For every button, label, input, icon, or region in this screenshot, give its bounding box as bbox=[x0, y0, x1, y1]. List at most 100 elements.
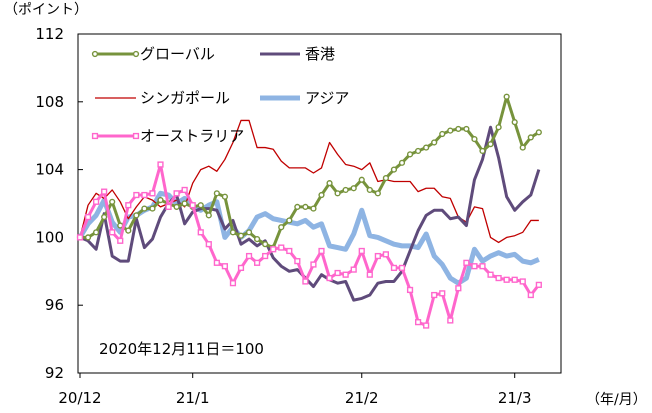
data-point bbox=[398, 264, 406, 272]
data-point bbox=[189, 202, 196, 209]
data-point bbox=[262, 241, 269, 248]
data-point bbox=[92, 198, 100, 205]
data-point bbox=[310, 205, 317, 212]
y-unit-label: （ポイント） bbox=[4, 2, 88, 18]
data-point bbox=[326, 180, 333, 187]
data-point bbox=[262, 252, 269, 260]
legend-marker bbox=[132, 50, 140, 58]
data-point bbox=[76, 234, 84, 241]
data-point bbox=[286, 247, 293, 255]
series-1 bbox=[76, 93, 542, 251]
data-point bbox=[423, 144, 430, 151]
series-line bbox=[77, 190, 540, 286]
data-point bbox=[390, 166, 398, 173]
data-point bbox=[350, 185, 357, 192]
data-point bbox=[382, 174, 390, 182]
data-point bbox=[92, 229, 100, 236]
data-point bbox=[431, 139, 438, 146]
data-point bbox=[278, 244, 285, 251]
data-point bbox=[455, 125, 462, 133]
data-point bbox=[423, 322, 430, 329]
y-tick-label: 96 bbox=[45, 296, 64, 314]
data-point bbox=[101, 213, 108, 221]
legend-item-1: グローバル bbox=[91, 45, 215, 63]
data-point bbox=[181, 186, 188, 194]
x-axis: 20/12 21/1 21/2 21/3 bbox=[58, 373, 532, 407]
data-point bbox=[527, 134, 534, 141]
data-point bbox=[318, 191, 325, 199]
data-point bbox=[141, 205, 148, 212]
data-point bbox=[237, 264, 245, 272]
legend-label: 香港 bbox=[305, 45, 335, 63]
data-point bbox=[109, 229, 116, 236]
data-point bbox=[535, 129, 542, 136]
data-point bbox=[84, 213, 92, 221]
data-point bbox=[302, 278, 309, 285]
data-point bbox=[439, 290, 446, 297]
data-point bbox=[495, 274, 502, 282]
legend-label: グローバル bbox=[140, 45, 215, 63]
data-point bbox=[398, 159, 406, 166]
data-point bbox=[479, 147, 486, 155]
data-point bbox=[197, 229, 204, 236]
data-point bbox=[205, 212, 212, 219]
data-point bbox=[253, 259, 261, 266]
data-point bbox=[527, 291, 534, 299]
data-point bbox=[133, 212, 140, 219]
data-point bbox=[374, 190, 381, 197]
data-point bbox=[318, 247, 325, 255]
series-4 bbox=[77, 190, 540, 286]
legend-item-2: 香港 bbox=[260, 45, 335, 63]
legend-item-4: アジア bbox=[260, 89, 349, 107]
data-point bbox=[109, 198, 116, 205]
data-point bbox=[254, 235, 261, 243]
data-point bbox=[245, 252, 253, 260]
data-point bbox=[503, 93, 510, 100]
series-line bbox=[78, 163, 541, 328]
series-2 bbox=[79, 125, 541, 302]
data-point bbox=[463, 259, 470, 266]
data-point bbox=[415, 319, 422, 326]
plot-area bbox=[77, 33, 562, 374]
data-point bbox=[471, 135, 478, 143]
data-point bbox=[221, 263, 229, 270]
data-point bbox=[229, 280, 237, 287]
data-point bbox=[431, 291, 438, 299]
data-point bbox=[270, 246, 277, 253]
data-point bbox=[535, 281, 542, 288]
data-point bbox=[165, 203, 172, 210]
legend-label: オーストラリア bbox=[140, 127, 244, 145]
y-tick-label: 108 bbox=[35, 93, 64, 111]
data-point bbox=[213, 259, 220, 266]
data-point bbox=[237, 232, 245, 239]
data-point bbox=[205, 241, 212, 248]
legend-marker bbox=[132, 132, 140, 140]
data-point bbox=[519, 278, 526, 285]
data-point bbox=[415, 147, 422, 155]
data-point bbox=[84, 234, 92, 241]
series-layer bbox=[76, 93, 542, 329]
data-point bbox=[141, 191, 148, 199]
base-date-annotation: 2020年12月11日＝100 bbox=[99, 340, 264, 358]
data-point bbox=[294, 203, 301, 210]
series-line bbox=[79, 125, 541, 302]
data-point bbox=[495, 124, 502, 131]
data-point bbox=[342, 186, 349, 194]
data-point bbox=[511, 119, 518, 126]
data-point bbox=[181, 200, 188, 207]
data-point bbox=[294, 258, 301, 265]
x-tick-label: 20/12 bbox=[58, 389, 101, 407]
data-point bbox=[366, 271, 373, 278]
x-tick-label: 21/2 bbox=[345, 389, 379, 407]
legend-item-3: シンガポール bbox=[95, 89, 230, 107]
data-point bbox=[173, 203, 180, 210]
y-axis: 112 108 104 100 96 92 bbox=[35, 25, 83, 382]
data-point bbox=[479, 263, 486, 270]
legend-marker bbox=[91, 132, 99, 140]
data-point bbox=[447, 317, 454, 324]
data-point bbox=[390, 264, 398, 272]
data-point bbox=[342, 271, 349, 278]
data-point bbox=[101, 188, 108, 195]
